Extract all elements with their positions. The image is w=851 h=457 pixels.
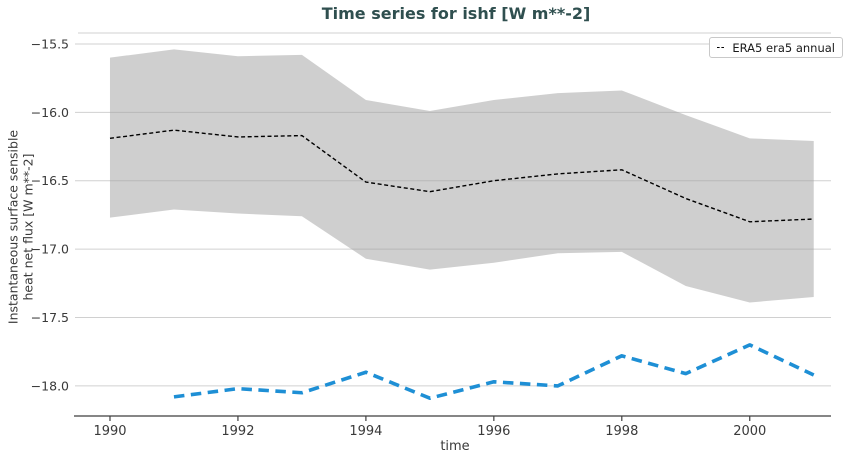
y-axis-label-line1: Instantaneous surface sensible [5,129,21,325]
y-axis-label-line2: heat net flux [W m**-2] [20,153,35,301]
x-axis-label: time [440,439,470,454]
y-tick-label: −17.5 [31,310,69,325]
x-tick-label: 1994 [349,424,382,439]
uncertainty-band [109,49,814,303]
x-tick-label: 1990 [93,424,126,439]
legend: ERA5 era5 annual [709,37,843,58]
y-tick-label: −16.5 [31,173,69,188]
x-tick-label: 2000 [733,424,766,439]
y-tick-label: −17.0 [31,242,69,257]
legend-label: ERA5 era5 annual [732,40,835,55]
y-tick-label: −15.5 [31,36,69,51]
x-tick-label: 1998 [605,424,638,439]
x-tick-label: 1992 [221,424,254,439]
blue_dashed-line [173,343,815,401]
legend-dashed-line-sample [717,47,725,48]
y-tick-label: −16.0 [31,105,69,120]
x-tick-label: 1996 [477,424,510,439]
y-axis-label: Instantaneous surface sensible heat net … [5,129,36,325]
y-tick-label: −18.0 [31,378,69,393]
chart-title: Time series for ishf [W m**-2] [321,4,591,23]
